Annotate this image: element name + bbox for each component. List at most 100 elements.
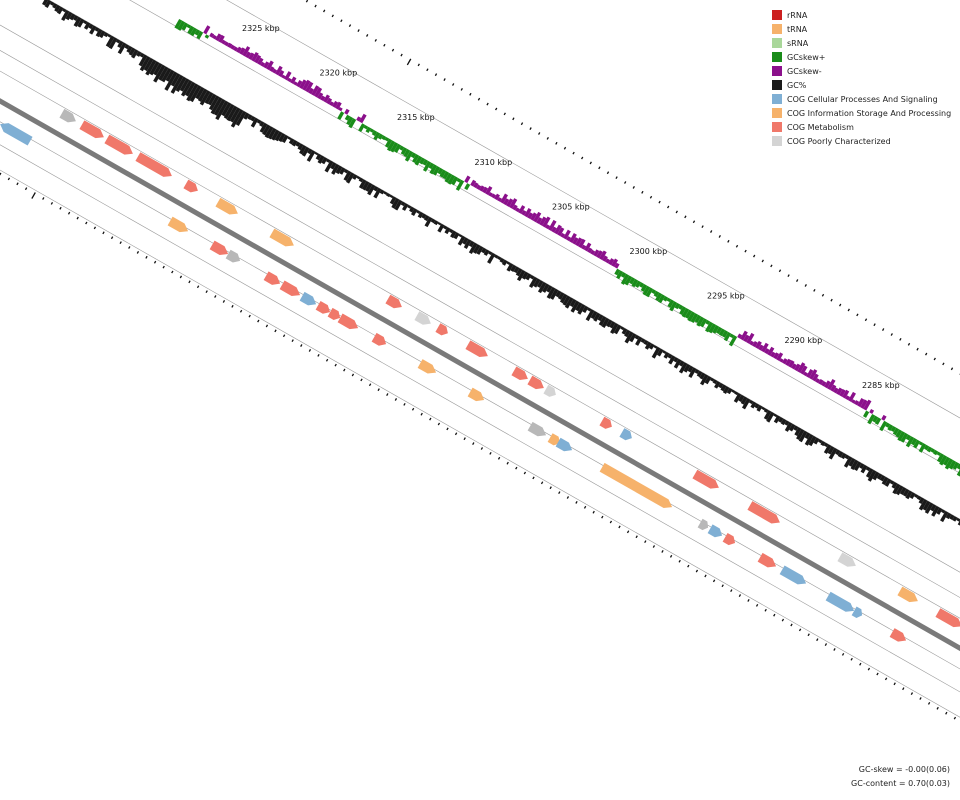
gc-skew-negative-bar [269,66,275,72]
legend-label: rRNA [787,10,808,20]
gene-feature-arrow [327,307,341,320]
gc-skew-negative-bar [740,330,748,341]
gc-content-bar [699,372,706,380]
outer-ruler-tick [804,284,807,287]
outer-ruler-tick [890,333,893,336]
gc-skew-positive-bar [885,422,891,428]
gc-content-bar [389,196,397,205]
inner-ruler-tick [945,711,948,715]
gc-skew-positive-bar [614,268,621,276]
inner-ruler-tick [257,319,260,323]
track-guide-line [129,0,960,474]
inner-ruler-tick [884,677,888,681]
gc-content-bar [884,478,892,487]
gc-content-bar [835,449,841,456]
gc-skew-positive-bar [662,295,669,302]
gc-content-bar [444,227,451,235]
outer-ruler-tick [950,367,954,371]
inner-ruler-tick [704,574,707,578]
gc-skew-negative-bar [497,197,502,202]
gc-skew-negative-bar [551,226,557,233]
outer-ruler-tick [563,146,567,150]
outer-ruler-tick [486,102,489,106]
gc-skew-negative-bar [815,378,821,384]
gc-content-bar [559,293,568,304]
gc-skew-positive-bar [337,111,345,120]
gc-skew-negative-bar [548,219,557,231]
outer-ruler-tick [830,298,833,302]
gc-skew-positive-bar [892,427,900,436]
gc-skew-positive-bar [684,309,693,319]
gc-skew-positive-bar [373,131,381,141]
gc-skew-positive-bar [344,114,351,121]
gc-skew-positive-bar [708,323,717,334]
gc-skew-positive-bar [933,449,939,456]
outer-ruler-tick [494,107,498,111]
gc-content-bar [358,177,364,183]
gc-content-bar [823,442,829,448]
gc-skew-negative-bar [329,101,335,107]
gc-content-bar [598,316,607,327]
inner-ruler-tick [463,437,466,441]
outer-ruler-tick [305,0,309,3]
gc-skew-negative-bar [845,395,851,401]
legend-swatch [772,80,782,90]
gc-content-bar [673,358,682,369]
gc-content-bar [391,198,400,209]
gene-feature-arrow [467,387,485,402]
gc-skew-negative-bar [284,71,292,81]
gc-skew-negative-bar [860,399,868,409]
gc-skew-negative-bar [290,76,297,84]
gc-skew-negative-bar [221,39,227,45]
gc-content-bar [175,76,187,92]
gc-content-bar [557,292,565,300]
gc-content-bar [153,64,166,83]
gc-content-bar [321,157,328,165]
gc-skew-positive-bar [399,145,405,151]
track-guide-line [0,144,960,693]
gc-content-bar [411,208,418,216]
inner-ruler-tick [368,383,372,387]
gene-feature-arrow [837,552,856,567]
gene-feature-arrow [527,421,547,437]
gc-skew-negative-bar [344,108,350,115]
gene-feature-arrow [417,359,437,374]
gc-skew-positive-bar [699,318,708,328]
gc-content-bar [373,186,379,192]
outer-ruler-tick [641,190,644,194]
gc-content-bar [161,68,172,83]
cog-features [0,108,960,642]
inner-ruler-tick [523,471,527,475]
gc-content-bar [267,127,277,140]
gc-skew-negative-bar [338,106,343,112]
outer-ruler-tick [537,132,541,135]
gc-content-bar [837,451,844,458]
gc-skew-negative-bar [311,85,320,96]
gc-content-bar [247,114,253,120]
gc-content-bar [124,44,130,50]
gene-feature-arrow [209,240,229,255]
gc-content-bar [346,172,355,184]
gc-skew-negative-bar [293,81,298,86]
gc-content-bar [678,360,685,367]
gc-content-bar [798,430,808,443]
gc-skew-negative-bar [839,388,846,397]
inner-ruler-tick [790,623,793,627]
gc-content-bar [656,348,664,357]
gene-feature-arrow [337,313,359,330]
gene-feature-arrow [747,501,780,524]
gc-skew-negative-bar [746,332,755,344]
outer-ruler-tick [374,38,377,42]
gc-content-bar [394,199,403,211]
gc-content-bar [215,100,229,121]
gc-skew-positive-bar [444,172,453,183]
gc-skew-positive-bar [390,142,399,153]
gc-content-bar [808,435,817,447]
legend-swatch [772,94,782,104]
outer-ruler-tick [572,151,575,155]
gc-skew-negative-bar [521,209,527,216]
outer-ruler-tick [451,83,455,86]
ruler-label: 2325 kbp [242,24,280,33]
gc-content-bar [624,329,631,338]
gc-content-bar [643,339,649,346]
